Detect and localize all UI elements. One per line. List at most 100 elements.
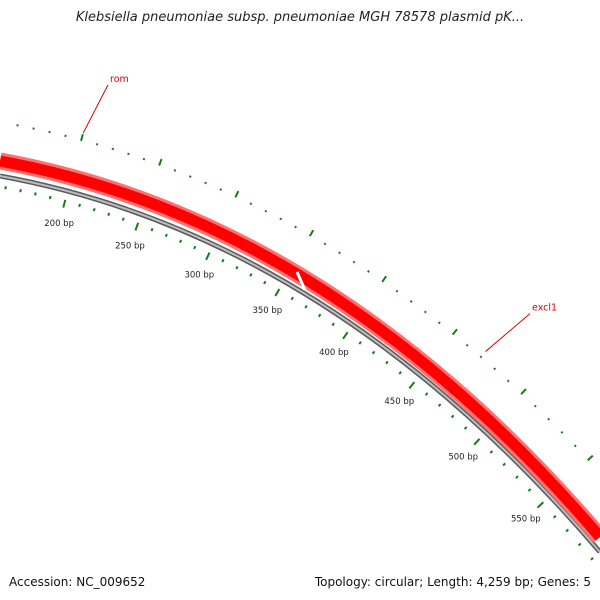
outer-major-tick <box>80 133 84 142</box>
minor-tick <box>263 280 267 285</box>
outer-minor-tick <box>264 209 268 213</box>
minor-tick <box>358 341 362 345</box>
gene-label[interactable]: rom <box>110 74 129 85</box>
major-tick <box>473 438 481 446</box>
outer-minor-tick <box>338 251 341 255</box>
minor-tick <box>577 542 582 547</box>
outer-major-tick <box>158 158 163 166</box>
outer-minor-tick <box>111 147 115 151</box>
minor-tick <box>398 370 402 375</box>
minor-tick <box>450 414 455 419</box>
minor-tick <box>437 403 442 407</box>
plasmid-backbone-outline <box>0 173 600 554</box>
gene-arc-outline <box>0 152 600 543</box>
gene-label[interactable]: excl1 <box>532 303 557 314</box>
minor-tick <box>48 195 52 200</box>
minor-tick <box>179 239 183 244</box>
outer-minor-tick <box>560 430 564 434</box>
tick-label: 500 bp <box>448 452 478 462</box>
minor-tick <box>34 192 37 196</box>
outer-minor-tick <box>367 270 370 273</box>
minor-tick <box>424 392 429 396</box>
tick-label: 200 bp <box>44 219 74 229</box>
minor-tick <box>164 233 168 238</box>
gene-boundary-mark <box>295 271 307 291</box>
minor-tick <box>317 313 322 318</box>
outer-minor-tick <box>437 321 441 325</box>
outer-minor-tick <box>533 404 537 408</box>
outer-major-tick <box>520 388 527 395</box>
minor-tick <box>193 245 197 250</box>
minor-tick <box>235 265 239 270</box>
minor-tick <box>78 203 81 208</box>
outer-minor-tick <box>142 157 146 161</box>
outer-major-tick <box>308 229 315 237</box>
outer-minor-tick <box>506 379 510 383</box>
gene-label-leader <box>82 84 109 134</box>
minor-tick <box>107 212 111 217</box>
accession-text: Accession: NC_009652 <box>9 575 146 589</box>
minor-tick <box>565 528 570 533</box>
outer-minor-tick <box>204 181 207 185</box>
outer-minor-tick <box>249 202 253 206</box>
minor-tick <box>221 258 225 263</box>
outer-minor-tick <box>279 217 283 221</box>
minor-tick <box>489 450 494 454</box>
minor-tick <box>92 207 96 212</box>
outer-minor-tick <box>573 444 577 448</box>
major-tick <box>274 288 281 297</box>
minor-tick <box>552 514 557 519</box>
tick-label: 400 bp <box>319 348 349 358</box>
outer-minor-tick <box>173 169 177 172</box>
outer-minor-tick <box>465 343 469 347</box>
outer-minor-tick <box>423 310 427 314</box>
minor-tick <box>121 217 125 221</box>
minor-tick <box>331 322 335 327</box>
major-tick <box>536 501 544 509</box>
outer-minor-tick <box>323 242 327 246</box>
outer-minor-tick <box>479 355 483 359</box>
minor-tick <box>463 426 468 430</box>
tick-label: 250 bp <box>115 241 145 251</box>
major-tick <box>134 222 140 231</box>
outer-major-tick <box>587 454 594 462</box>
map-title: Klebsiella pneumoniae subsp. pneumoniae … <box>75 10 525 25</box>
outer-major-tick <box>381 275 388 283</box>
tick-group: 200 bp 250 bp 300 bp 350 bp 400 bp 450 bp 500 … <box>4 124 594 561</box>
topology-summary: Topology: circular; Length: 4,259 bp; Ge… <box>314 575 591 589</box>
plasmid-backbone <box>0 175 600 553</box>
outer-minor-tick <box>493 367 497 371</box>
minor-tick <box>19 189 22 193</box>
minor-tick <box>290 296 294 301</box>
minor-tick <box>515 475 519 479</box>
minor-tick <box>527 488 532 492</box>
outer-minor-tick <box>294 225 297 229</box>
gene-label-leader <box>485 313 531 352</box>
outer-major-tick <box>234 190 240 198</box>
major-tick <box>62 199 67 208</box>
tick-label: 350 bp <box>252 306 282 316</box>
outer-minor-tick <box>547 417 551 421</box>
major-tick <box>342 331 349 340</box>
outer-minor-tick <box>352 260 356 264</box>
minor-tick <box>385 360 389 365</box>
minor-tick <box>249 273 253 277</box>
outer-minor-tick <box>395 289 399 293</box>
major-tick <box>205 252 211 261</box>
minor-tick <box>150 227 154 232</box>
minor-tick <box>590 557 594 561</box>
major-tick <box>408 381 416 389</box>
outer-minor-tick <box>127 152 130 156</box>
tick-label: 550 bp <box>511 515 541 525</box>
outer-minor-tick <box>188 175 192 178</box>
gene-label-group: rom excl1 <box>82 74 557 352</box>
tick-label: 300 bp <box>184 270 214 280</box>
outer-major-tick <box>451 328 458 336</box>
outer-minor-tick <box>219 188 223 191</box>
gene-arc-rom[interactable] <box>0 155 600 541</box>
outer-minor-tick <box>95 143 99 146</box>
minor-tick <box>371 350 376 355</box>
outer-minor-tick <box>409 300 413 303</box>
